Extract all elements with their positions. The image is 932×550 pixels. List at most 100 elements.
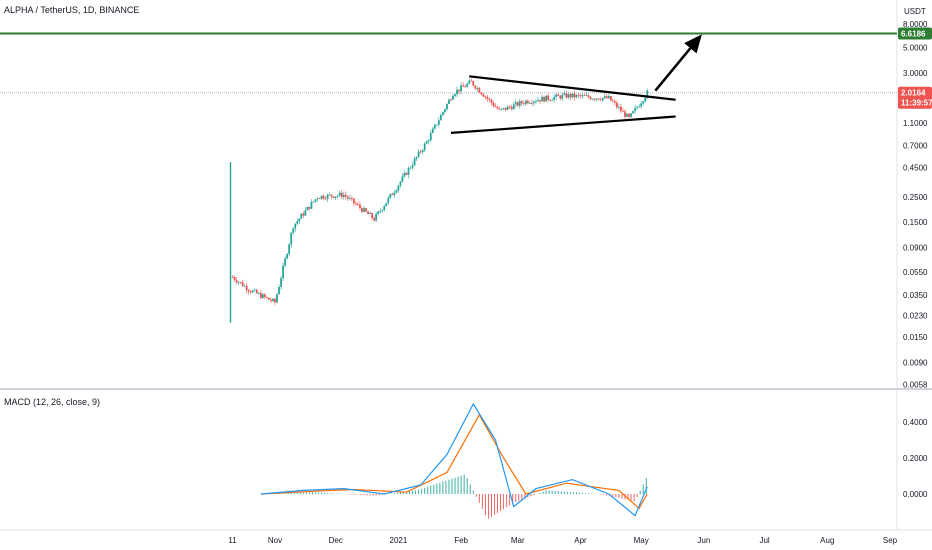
- candle-body: [342, 194, 345, 198]
- candle-body: [555, 94, 558, 97]
- candle-body: [456, 89, 458, 95]
- candle-body: [233, 277, 236, 280]
- candle-body: [468, 80, 471, 84]
- candle-body: [324, 198, 327, 200]
- candle-body: [549, 99, 552, 101]
- candle-body: [298, 218, 301, 222]
- countdown-label: 11:39:57: [901, 99, 932, 108]
- candle-body: [585, 95, 588, 97]
- candle-body: [543, 96, 545, 102]
- time-tick-label: Mar: [511, 536, 525, 545]
- candle-body: [524, 100, 527, 104]
- candle-body: [512, 104, 515, 110]
- price-axis[interactable]: 8.0000 5.0000 3.0000 1.1000 0.7000 0.4500 0.25…: [903, 20, 928, 389]
- macd-title[interactable]: MACD (12, 26, close, 9): [4, 397, 100, 407]
- candle-body: [589, 97, 592, 100]
- candle-body: [613, 101, 616, 103]
- trendline-lower[interactable]: [450, 115, 676, 135]
- candle-body: [409, 167, 412, 169]
- drawings[interactable]: [450, 34, 702, 135]
- candle-body: [316, 198, 319, 200]
- candle-body: [300, 213, 303, 219]
- candle-body: [452, 95, 454, 100]
- candle-body: [280, 278, 282, 287]
- trendline-upper[interactable]: [469, 75, 676, 101]
- time-tick-label: Dec: [329, 536, 343, 545]
- time-tick-label: Jun: [697, 536, 710, 545]
- candle-body: [500, 108, 503, 110]
- candle-body: [350, 197, 353, 199]
- candle-body: [427, 140, 430, 142]
- arrow-shaft[interactable]: [654, 47, 692, 92]
- price-tick-label: 8.0000: [903, 20, 928, 29]
- time-tick-label: Sep: [883, 536, 898, 545]
- symbol-title[interactable]: ALPHA / TetherUS, 1D, BINANCE: [4, 5, 139, 15]
- candle-body: [609, 96, 612, 101]
- candle-body: [282, 265, 284, 279]
- candle-body: [322, 195, 325, 199]
- candle-body: [239, 282, 242, 283]
- candle-body: [433, 124, 436, 129]
- candle-body: [526, 100, 529, 104]
- price-tick-label: 0.0230: [903, 312, 928, 321]
- time-axis[interactable]: 11 Nov Dec 2021 Feb Mar Apr May Jun Jul Aug Sep: [228, 536, 897, 545]
- candle-body: [642, 101, 645, 104]
- candle-body: [488, 98, 491, 100]
- candle-body: [355, 203, 357, 205]
- candle-body: [460, 85, 463, 92]
- candle-body: [545, 95, 547, 102]
- candle-body: [486, 96, 489, 99]
- candle-body: [518, 101, 521, 106]
- candle-body: [328, 194, 331, 196]
- candle-body: [595, 98, 598, 100]
- candle-body: [320, 195, 323, 199]
- candle-body: [547, 95, 550, 100]
- candle-body: [373, 218, 376, 221]
- candle-body: [419, 151, 422, 153]
- price-tick-label: 5.0000: [903, 43, 928, 52]
- candle-body: [334, 196, 337, 198]
- candle-body: [634, 107, 636, 112]
- candle-body: [484, 96, 487, 98]
- macd-line: [260, 402, 648, 517]
- candle-body: [472, 80, 475, 86]
- candle-body: [326, 194, 329, 199]
- candle-body: [496, 106, 499, 109]
- resistance-price-tag: 6.6186: [898, 27, 932, 40]
- candle-body: [270, 299, 272, 301]
- candle-body: [444, 109, 446, 113]
- candle-body: [423, 143, 426, 151]
- price-tick-label: 0.4500: [903, 163, 928, 172]
- candle-body: [361, 208, 363, 212]
- price-tick-label: 0.0550: [903, 268, 928, 277]
- candle-body: [336, 195, 339, 197]
- candle-body: [296, 221, 299, 224]
- macd-tick-label: 0.2000: [903, 454, 928, 463]
- macd-axis[interactable]: 0.4000 0.2000 0.0000: [903, 418, 928, 499]
- candle-body: [417, 151, 420, 157]
- candle-body: [249, 291, 252, 293]
- candle-body: [516, 102, 519, 106]
- candle-body: [357, 204, 359, 205]
- candle-body: [541, 96, 543, 102]
- candle-body: [482, 94, 485, 97]
- candle-body: [401, 176, 404, 182]
- candle-body: [622, 111, 624, 112]
- candle-body: [571, 93, 574, 98]
- candle-body: [352, 198, 355, 204]
- candle-body: [387, 197, 390, 203]
- candle-body: [312, 201, 315, 203]
- price-tick-label: 1.1000: [903, 119, 928, 128]
- candle-body: [274, 298, 276, 303]
- price-tick-label: 0.0350: [903, 291, 928, 300]
- arrow-head[interactable]: [684, 34, 702, 54]
- candle-body: [601, 97, 604, 101]
- candle-body: [581, 95, 584, 97]
- candle-body: [369, 213, 371, 215]
- candle-body: [551, 99, 554, 101]
- candle-body: [292, 228, 295, 233]
- price-tick-label: 0.2500: [903, 193, 928, 202]
- candle-body: [389, 193, 392, 198]
- price-tick-label: 0.7000: [903, 141, 928, 150]
